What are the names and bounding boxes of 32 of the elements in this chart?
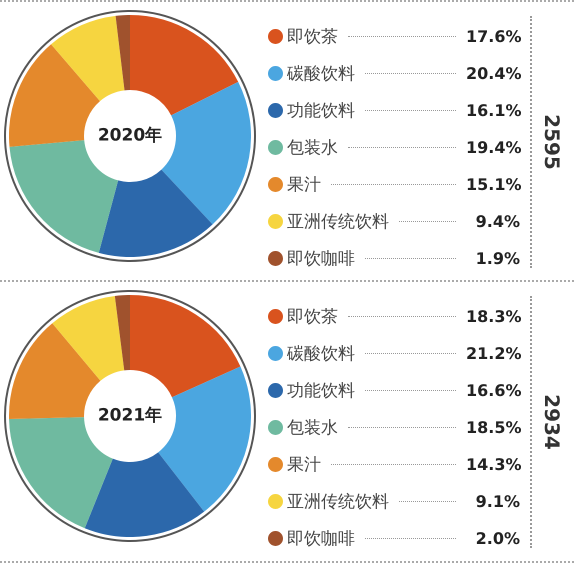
- data-label: 15.1%: [466, 175, 522, 194]
- legend-label: 即饮咖啡: [287, 248, 355, 270]
- legend-label: 即饮咖啡: [287, 528, 355, 550]
- legend-label: 包装水: [287, 417, 338, 439]
- data-label: 21.2%: [466, 344, 522, 363]
- data-label: 2.0%: [474, 529, 520, 548]
- data-label: 9.1%: [474, 492, 520, 511]
- legend-label: 包装水: [287, 137, 338, 159]
- data-label: 19.4%: [466, 138, 522, 157]
- legend-label: 果汁: [287, 174, 321, 196]
- data-label: 16.6%: [466, 381, 522, 400]
- text: 2020年: [98, 125, 162, 146]
- data-label: 14.3%: [466, 455, 522, 474]
- legend-label: 亚洲传统饮料: [287, 491, 389, 513]
- legend-label: 碳酸饮料: [287, 343, 355, 365]
- data-label: 18.5%: [466, 418, 522, 437]
- data-label: 20.4%: [466, 64, 522, 83]
- legend-label: 碳酸饮料: [287, 63, 355, 85]
- legend-label: 即饮茶: [287, 26, 338, 48]
- text: 2595: [540, 114, 564, 170]
- legend-label: 功能饮料: [287, 100, 355, 122]
- text: 2934: [540, 394, 564, 450]
- legend-label: 功能饮料: [287, 380, 355, 402]
- legend-label: 果汁: [287, 454, 321, 476]
- data-label: 18.3%: [466, 307, 522, 326]
- text: 2021年: [98, 405, 162, 426]
- legend-label: 亚洲传统饮料: [287, 211, 389, 233]
- data-label: 16.1%: [466, 101, 522, 120]
- data-label: 1.9%: [474, 249, 520, 268]
- data-label: 9.4%: [474, 212, 520, 231]
- data-label: 17.6%: [466, 27, 522, 46]
- legend-label: 即饮茶: [287, 306, 338, 328]
